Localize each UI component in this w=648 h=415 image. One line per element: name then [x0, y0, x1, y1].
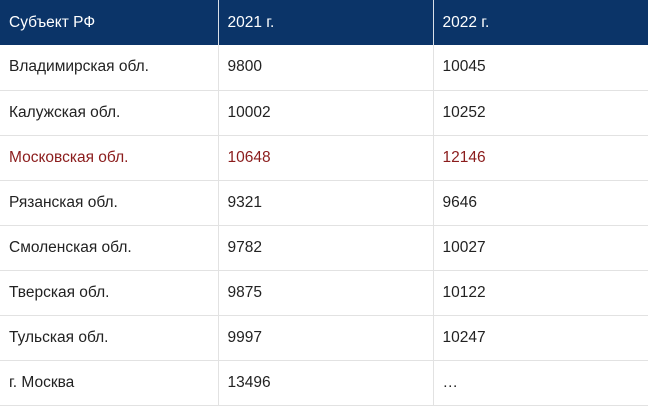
table-cell: … [433, 360, 648, 406]
table-cell: Владимирская обл. [0, 45, 219, 91]
table-cell: г. Москва [0, 360, 219, 406]
table-cell: 9800 [218, 45, 434, 91]
table-row: Калужская обл. 10002 10252 [0, 90, 648, 136]
table-cell: 9875 [218, 270, 434, 316]
table-cell: 10002 [218, 90, 434, 136]
header-cell: 2021 г. [218, 0, 434, 45]
header-row: Субъект РФ 2021 г. 2022 г. [0, 0, 648, 45]
table-cell: 9321 [218, 180, 434, 226]
table-cell: 9997 [218, 315, 434, 361]
table-cell: 9646 [433, 180, 648, 226]
table-row: г. Москва 13496… [0, 360, 648, 406]
table-cell: 10045 [433, 45, 648, 91]
table-cell: 10122 [433, 270, 648, 316]
table-row: Владимирская обл. 9800 10045 [0, 45, 648, 91]
table-cell: 10247 [433, 315, 648, 361]
table-row: Тверская обл. 9875 10122 [0, 270, 648, 316]
table-row: Смоленская обл. 9782 10027 [0, 225, 648, 271]
data-table: Субъект РФ 2021 г. 2022 г. Владимирская об… [0, 0, 648, 406]
table-row: Тульская обл. 9997 10247 [0, 315, 648, 361]
table-cell: Тульская обл. [0, 315, 219, 361]
table-cell: Рязанская обл. [0, 180, 219, 226]
table-cell: 13496 [218, 360, 434, 406]
table-cell: 10252 [433, 90, 648, 136]
table-cell: Тверская обл. [0, 270, 219, 316]
table-cell: 12146 [433, 135, 648, 181]
table-cell: Московская обл. [0, 135, 219, 181]
table-cell: 10027 [433, 225, 648, 271]
table-cell: 9782 [218, 225, 434, 271]
header-cell: Субъект РФ [0, 0, 219, 45]
table-cell: Калужская обл. [0, 90, 219, 136]
table-cell: Смоленская обл. [0, 225, 219, 271]
header-cell: 2022 г. [433, 0, 648, 45]
table-row: Московская обл. 10648 12146 [0, 135, 648, 181]
table-cell: 10648 [218, 135, 434, 181]
table-row: Рязанская обл. 9321 9646 [0, 180, 648, 226]
